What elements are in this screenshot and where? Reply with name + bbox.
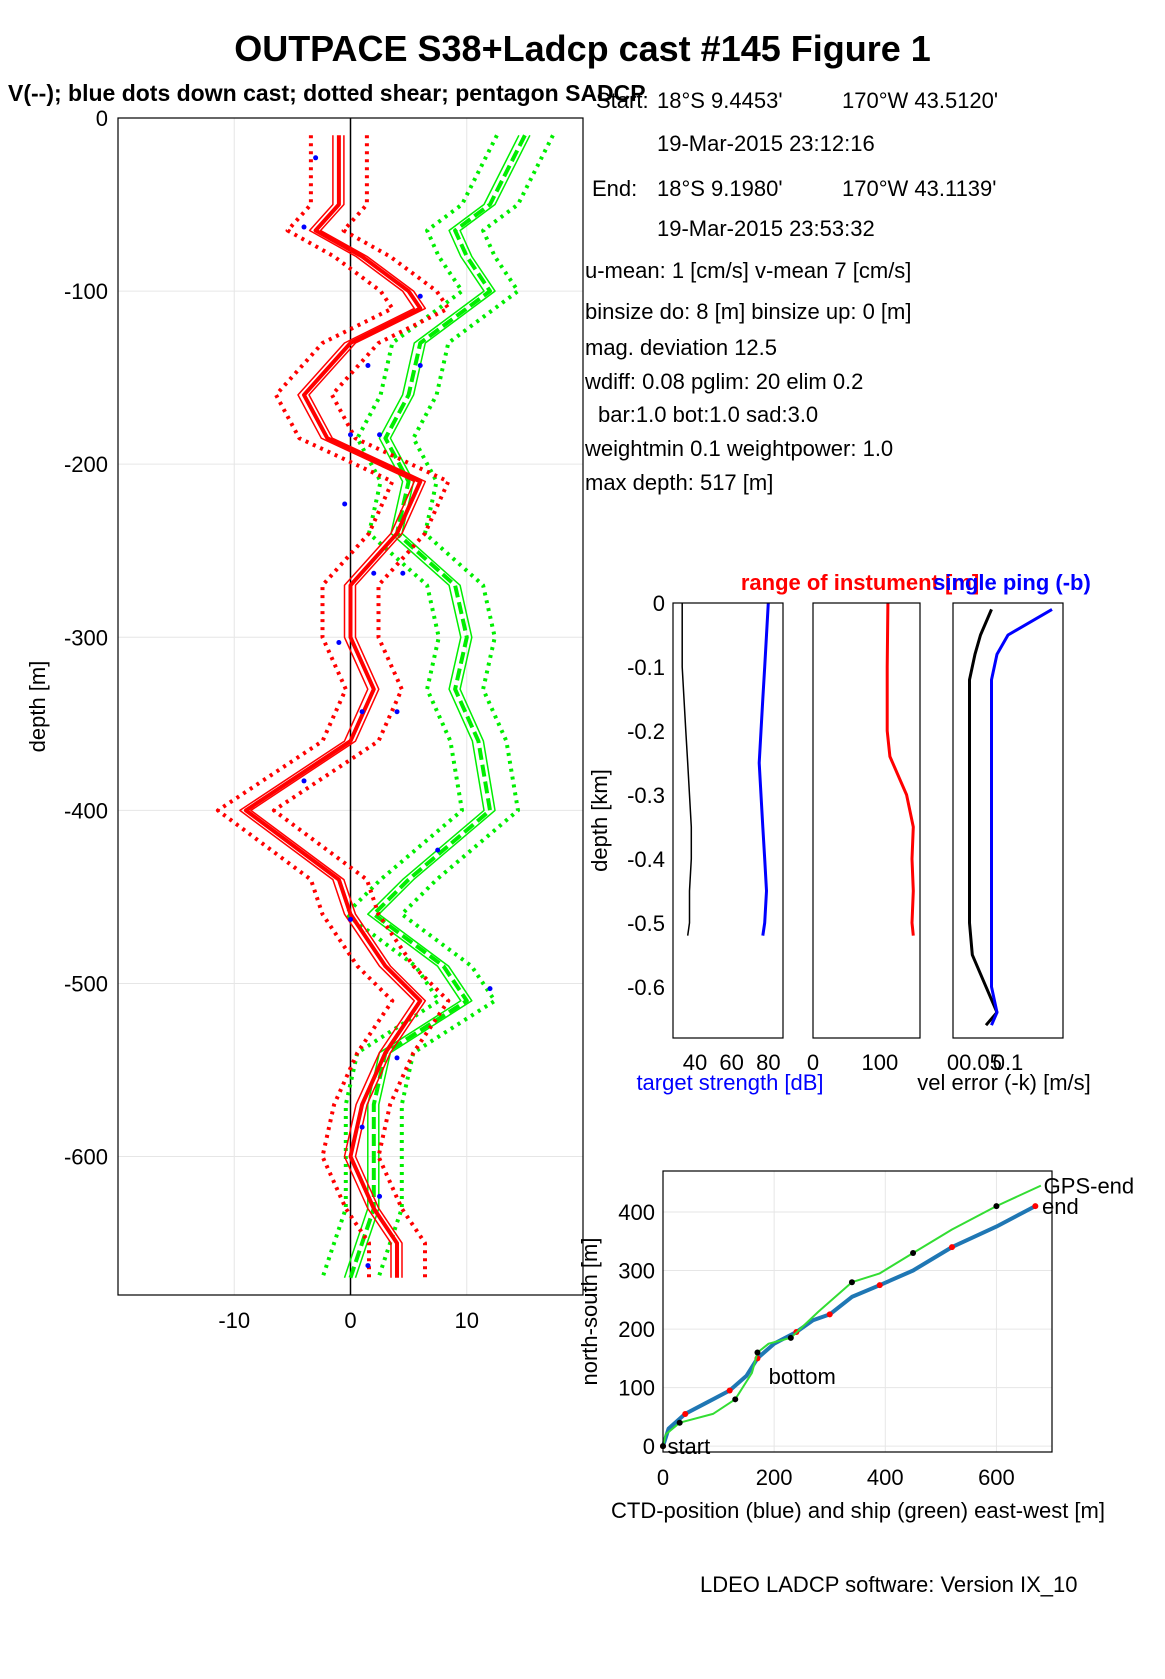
y-tick-label: 0 bbox=[643, 1434, 655, 1459]
y-tick-label: -0.4 bbox=[627, 847, 665, 872]
down-cast-dot bbox=[418, 363, 423, 368]
x-tick-label: -10 bbox=[218, 1308, 250, 1333]
down-cast-dot bbox=[348, 432, 353, 437]
track-marker bbox=[682, 1411, 688, 1417]
down-cast-dot bbox=[377, 1194, 382, 1199]
profile-line bbox=[992, 609, 1053, 1025]
y-tick-label: -200 bbox=[64, 452, 108, 477]
down-cast-dot bbox=[395, 709, 400, 714]
y-tick-label: -100 bbox=[64, 279, 108, 304]
y-tick-label: -400 bbox=[64, 798, 108, 823]
y-tick-label: -300 bbox=[64, 625, 108, 650]
x-axis-label: target strength [dB] bbox=[636, 1070, 823, 1095]
down-cast-dot bbox=[395, 1055, 400, 1060]
down-cast-dot bbox=[488, 986, 493, 991]
down-cast-dot bbox=[400, 571, 405, 576]
x-tick-label: 200 bbox=[756, 1465, 793, 1490]
track-marker bbox=[877, 1282, 883, 1288]
track-marker bbox=[732, 1396, 738, 1402]
track-line bbox=[663, 1186, 1041, 1447]
profile-line bbox=[887, 603, 913, 936]
track-marker bbox=[827, 1311, 833, 1317]
y-tick-label: -0.3 bbox=[627, 783, 665, 808]
x-axis-label: vel error (-k) [m/s] bbox=[917, 1070, 1091, 1095]
y-axis-label: depth [km] bbox=[587, 769, 612, 872]
y-tick-label: -500 bbox=[64, 971, 108, 996]
x-tick-label: 400 bbox=[867, 1465, 904, 1490]
x-tick-label: 0 bbox=[344, 1308, 356, 1333]
y-tick-label: -0.2 bbox=[627, 719, 665, 744]
down-cast-dot bbox=[348, 917, 353, 922]
down-cast-dot bbox=[336, 640, 341, 645]
y-tick-label: -0.1 bbox=[627, 655, 665, 680]
velocity-line bbox=[251, 135, 425, 1277]
track-marker bbox=[788, 1335, 794, 1341]
y-axis-label: depth [m] bbox=[25, 661, 50, 753]
y-tick-label: -0.6 bbox=[627, 975, 665, 1000]
down-cast-dot bbox=[418, 294, 423, 299]
down-cast-dot bbox=[365, 1263, 370, 1268]
down-cast-dot bbox=[342, 501, 347, 506]
panel-title: single ping (-b) bbox=[933, 570, 1091, 595]
down-cast-dot bbox=[360, 709, 365, 714]
down-cast-dot bbox=[435, 848, 440, 853]
track-marker bbox=[849, 1279, 855, 1285]
y-tick-label: 400 bbox=[618, 1200, 655, 1225]
y-tick-label: 0 bbox=[96, 106, 108, 131]
profile-line bbox=[682, 603, 691, 936]
bottom-label: bottom bbox=[769, 1364, 836, 1389]
y-tick-label: 100 bbox=[618, 1376, 655, 1401]
track-marker bbox=[949, 1244, 955, 1250]
down-cast-dot bbox=[302, 778, 307, 783]
y-tick-label: 0 bbox=[653, 591, 665, 616]
x-tick-label: 600 bbox=[978, 1465, 1015, 1490]
y-tick-label: -600 bbox=[64, 1145, 108, 1170]
gps-end-label: GPS-end bbox=[1044, 1174, 1135, 1199]
x-axis-label: CTD-position (blue) and ship (green) eas… bbox=[611, 1498, 1105, 1523]
track-marker bbox=[677, 1420, 683, 1426]
velocity-line bbox=[356, 135, 530, 1277]
x-tick-label: 100 bbox=[862, 1050, 899, 1075]
track-marker bbox=[727, 1388, 733, 1394]
start-label: start bbox=[667, 1434, 710, 1459]
down-cast-dot bbox=[360, 1125, 365, 1130]
down-cast-dot bbox=[365, 363, 370, 368]
y-tick-label: 300 bbox=[618, 1259, 655, 1284]
velocity-line bbox=[240, 135, 414, 1277]
plot-frame bbox=[813, 603, 920, 1038]
y-tick-label: 200 bbox=[618, 1317, 655, 1342]
down-cast-dot bbox=[371, 571, 376, 576]
y-axis-label: north-south [m] bbox=[577, 1238, 602, 1386]
x-tick-label: 0 bbox=[657, 1465, 669, 1490]
plot-frame bbox=[673, 603, 783, 1038]
profile-line bbox=[759, 603, 768, 936]
down-cast-dot bbox=[302, 225, 307, 230]
track-marker bbox=[993, 1203, 999, 1209]
track-marker bbox=[1032, 1203, 1038, 1209]
velocity-main-line bbox=[351, 135, 525, 1277]
y-tick-label: -0.5 bbox=[627, 911, 665, 936]
x-tick-label: 10 bbox=[455, 1308, 479, 1333]
shear-envelope-right bbox=[379, 135, 553, 1277]
down-cast-dot bbox=[377, 432, 382, 437]
track-marker bbox=[910, 1250, 916, 1256]
down-cast-dot bbox=[313, 155, 318, 160]
plot-frame bbox=[663, 1171, 1052, 1452]
figure-canvas: -10 0 100-100-200-300-400-500-600depth [m]… bbox=[0, 0, 1165, 1679]
track-marker bbox=[754, 1349, 760, 1355]
